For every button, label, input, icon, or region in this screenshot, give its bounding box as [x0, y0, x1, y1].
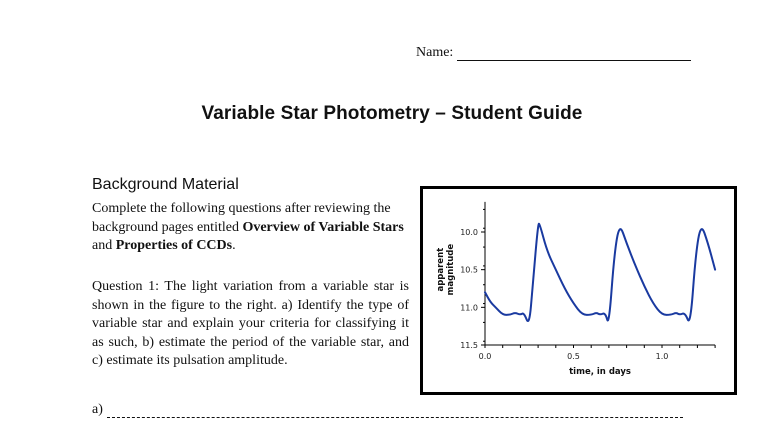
- x-tick-label: 0.0: [479, 352, 492, 361]
- intro-text-end: .: [232, 238, 236, 253]
- y-axis-label-line1: apparent: [436, 248, 446, 292]
- name-field: Name:: [416, 45, 692, 61]
- section-heading: Background Material: [92, 176, 239, 193]
- answer-a-label: a): [92, 402, 103, 417]
- x-tick-label: 1.0: [656, 352, 669, 361]
- name-label: Name:: [416, 45, 454, 60]
- y-tick-label: 11.0: [460, 303, 478, 312]
- name-blank-line[interactable]: [457, 46, 692, 61]
- light-curve-chart: 10.0 10.5 11.0 11.50.0 0.5 1.0 time, in days ap…: [436, 201, 717, 377]
- answer-a-blank-line[interactable]: [106, 405, 683, 418]
- page-title: Variable Star Photometry – Student Guide: [201, 103, 583, 124]
- y-axis-label-line2: magnitude: [446, 244, 456, 296]
- intro-text-and: and: [92, 238, 116, 253]
- x-tick-label: 0.5: [567, 352, 580, 361]
- y-tick-label: 10.5: [460, 266, 478, 275]
- question-1: Question 1: The light variation from a v…: [92, 279, 409, 368]
- intro-text: Complete the following questions after r…: [92, 201, 391, 235]
- x-axis-label: time, in days: [569, 367, 631, 377]
- y-tick-label: 11.5: [460, 341, 478, 350]
- light-curve-line: [484, 222, 717, 323]
- answer-a: a): [92, 402, 683, 418]
- intro-bold-overview: Overview of Variable Stars: [242, 219, 404, 235]
- intro-paragraph: Complete the following questions after r…: [92, 200, 409, 256]
- light-curve-figure: 10.0 10.5 11.0 11.5 0.0 0.5 1.0 time, in days ap…: [420, 186, 737, 395]
- intro-bold-ccds: Properties of CCDs: [115, 238, 233, 253]
- y-tick-label: 10.0: [460, 228, 478, 237]
